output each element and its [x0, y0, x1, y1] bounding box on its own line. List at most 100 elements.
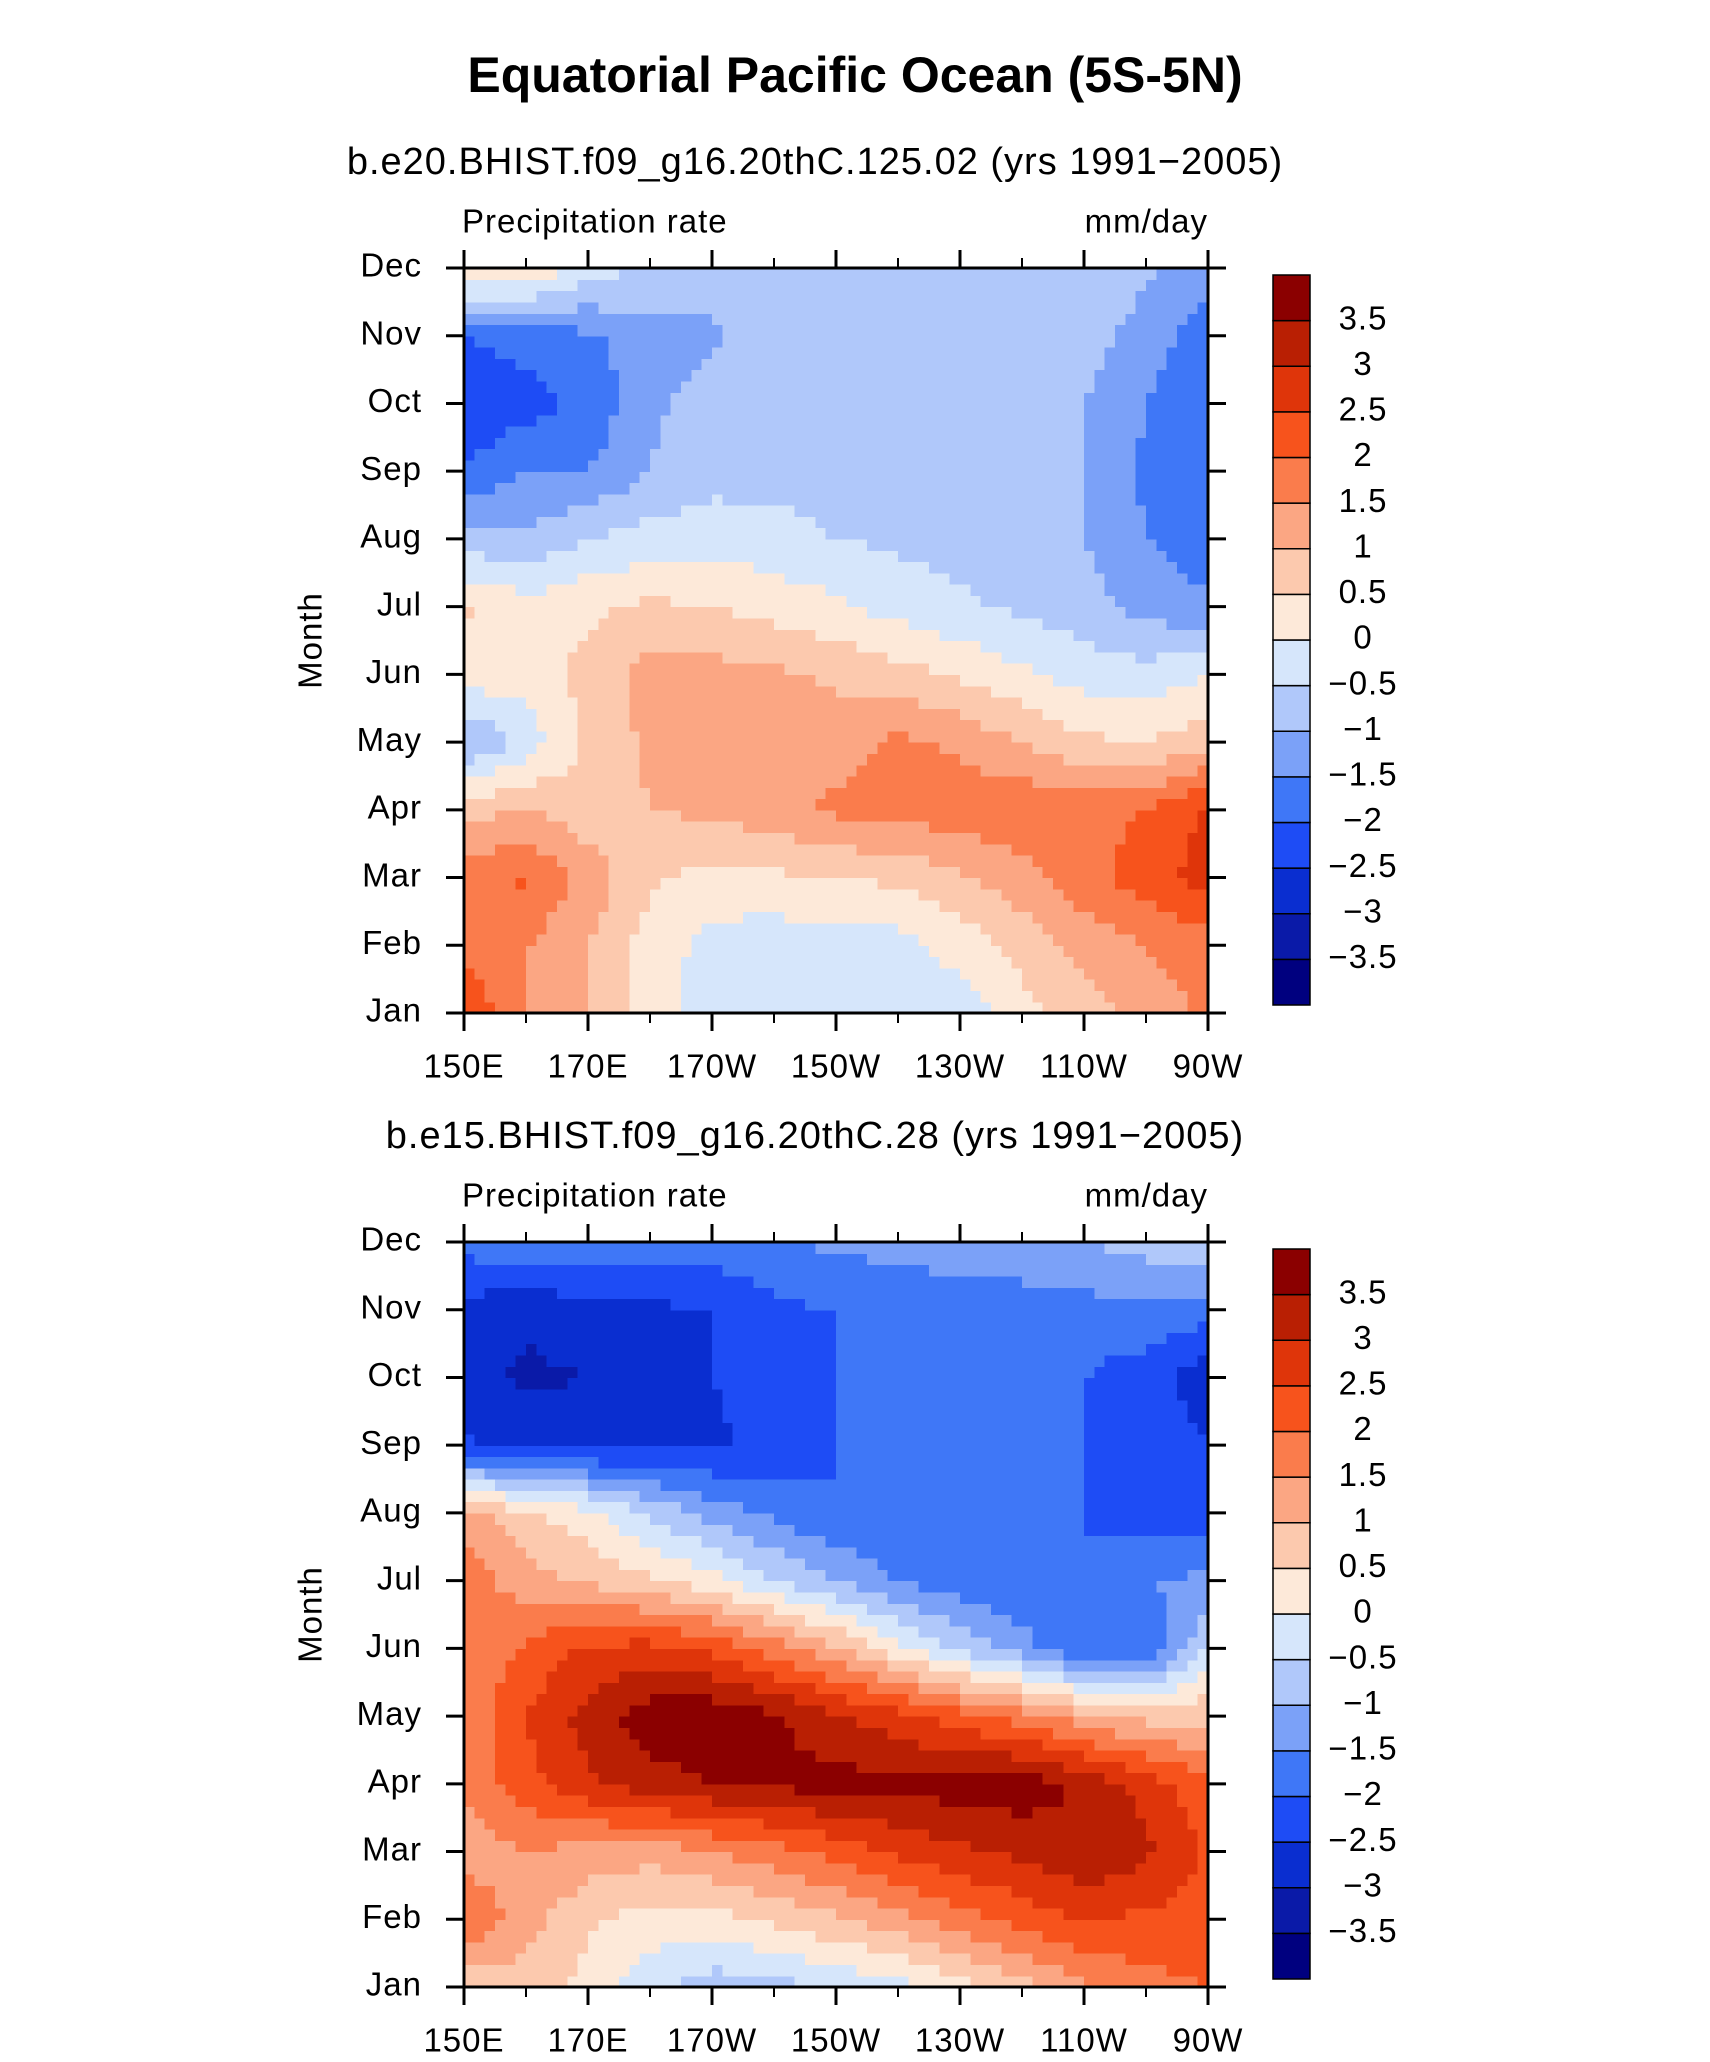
contour-cell: [867, 414, 878, 427]
contour-cell: [898, 380, 909, 393]
contour-cell: [929, 945, 940, 958]
contour-cell: [1125, 787, 1137, 800]
contour-cell: [1032, 933, 1044, 946]
contour-cell: [722, 448, 734, 461]
contour-cell: [918, 493, 930, 506]
contour-cell: [1094, 956, 1106, 969]
contour-cell: [464, 685, 475, 698]
contour-cell: [1084, 561, 1095, 574]
contour-cell: [608, 448, 620, 461]
contour-cell: [1053, 572, 1064, 585]
contour-cell: [929, 922, 940, 935]
contour-cell: [567, 775, 579, 788]
contour-cell: [495, 719, 506, 732]
contour-cell: [515, 505, 527, 517]
contour-cell: [484, 572, 496, 585]
contour-cell: [650, 380, 661, 393]
colorbar-label: −3: [1343, 892, 1383, 929]
contour-cell: [608, 877, 620, 890]
contour-cell: [1135, 922, 1147, 935]
contour-cell: [639, 414, 651, 427]
contour-cell: [825, 967, 837, 980]
contour-cell: [588, 572, 599, 585]
contour-cell: [536, 775, 548, 788]
contour-cell: [1001, 866, 1013, 879]
contour-cell: [650, 437, 661, 450]
contour-cell: [536, 990, 548, 1003]
contour-cell: [701, 448, 713, 461]
contour-cell: [732, 516, 744, 529]
contour-cell: [681, 911, 692, 924]
contour-cell: [484, 392, 496, 405]
contour-cell: [949, 617, 961, 630]
contour-cell: [1011, 753, 1023, 766]
contour-cell: [1094, 730, 1106, 743]
contour-cell: [1063, 617, 1075, 630]
contour-cell: [650, 1964, 661, 1977]
contour-cell: [650, 809, 661, 822]
contour-cell: [505, 730, 517, 743]
contour-cell: [526, 482, 537, 495]
contour-cell: [1197, 493, 1209, 506]
contour-cell: [588, 1964, 599, 1977]
contour-cell: [619, 1975, 630, 1988]
contour-cell: [557, 719, 568, 732]
contour-cell: [784, 753, 796, 766]
contour-cell: [753, 854, 765, 867]
contour-cell: [660, 290, 672, 303]
contour-cell: [1166, 414, 1178, 427]
contour-cell: [464, 843, 475, 856]
contour-cell: [815, 753, 827, 766]
contour-cell: [1042, 290, 1054, 303]
contour-cell: [1187, 617, 1199, 630]
y-tick-label: May: [357, 721, 422, 758]
contour-cell: [619, 606, 630, 619]
contour-cell: [1125, 651, 1137, 664]
contour-cell: [526, 606, 537, 619]
contour-cell: [1177, 606, 1188, 619]
contour-cell: [567, 606, 579, 619]
contour-cell: [495, 967, 506, 980]
contour-cell: [960, 437, 971, 450]
contour-cell: [743, 990, 754, 1003]
contour-cell: [526, 753, 537, 766]
contour-cell: [577, 358, 589, 371]
contour-cell: [1053, 945, 1064, 958]
contour-cell: [650, 933, 661, 946]
contour-cell: [980, 911, 992, 924]
contour-cell: [474, 1964, 486, 1977]
contour-cell: [639, 1975, 651, 1988]
contour-cell: [526, 1919, 537, 1932]
contour-cell: [1166, 482, 1178, 495]
contour-cell: [960, 821, 971, 833]
contour-cell: [495, 550, 506, 563]
contour-cell: [1125, 933, 1137, 946]
contour-cell: [1197, 482, 1209, 495]
contour-cell: [960, 301, 971, 314]
contour-cell: [567, 437, 579, 450]
contour-cell: [681, 775, 692, 788]
contour-cell: [908, 685, 920, 698]
contour-cell: [753, 550, 765, 563]
contour-cell: [805, 380, 816, 393]
contour-cell: [960, 753, 971, 766]
contour-cell: [1197, 663, 1209, 675]
contour-cell: [991, 787, 1002, 800]
contour-cell: [1094, 516, 1106, 529]
contour-cell: [1011, 313, 1023, 326]
contour-cell: [1022, 595, 1033, 608]
contour-cell: [774, 538, 785, 551]
contour-cell: [1197, 380, 1209, 393]
contour-cell: [495, 313, 506, 326]
contour-cell: [650, 1941, 661, 1954]
contour-cell: [588, 764, 599, 777]
contour-cell: [1042, 369, 1054, 382]
contour-cell: [1197, 335, 1209, 348]
contour-cell: [743, 482, 754, 495]
contour-cell: [1104, 809, 1116, 822]
contour-cell: [887, 301, 899, 314]
contour-cell: [722, 268, 734, 280]
contour-cell: [505, 448, 517, 461]
contour-cell: [660, 809, 672, 822]
contour-cell: [1146, 1001, 1157, 1014]
